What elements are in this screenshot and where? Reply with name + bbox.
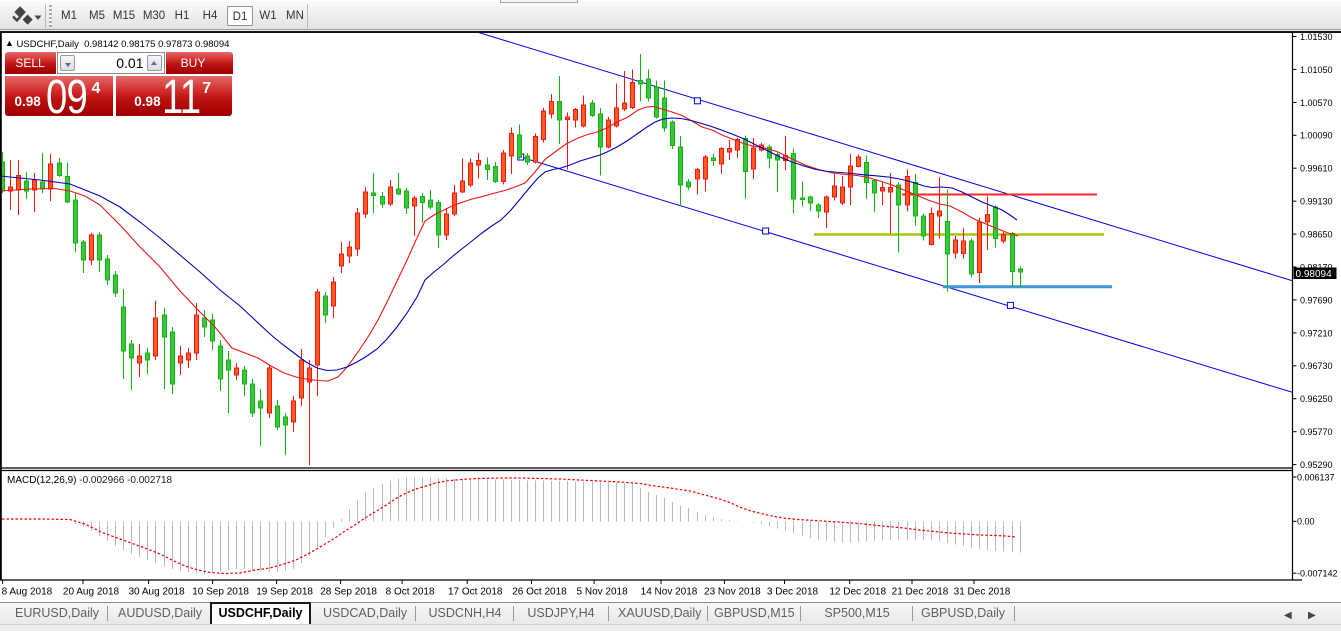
svg-text:0.99610: 0.99610 [1300, 164, 1333, 174]
svg-text:10 Sep 2018: 10 Sep 2018 [192, 587, 249, 598]
svg-text:5 Nov 2018: 5 Nov 2018 [577, 587, 629, 598]
svg-text:0.006137: 0.006137 [1297, 472, 1335, 482]
svg-text:14 Nov 2018: 14 Nov 2018 [641, 587, 698, 598]
svg-text:30 Aug 2018: 30 Aug 2018 [129, 587, 186, 598]
svg-text:1.01050: 1.01050 [1300, 65, 1333, 75]
svg-text:0.96250: 0.96250 [1300, 394, 1333, 404]
svg-text:28 Sep 2018: 28 Sep 2018 [320, 587, 377, 598]
svg-text:0.98650: 0.98650 [1300, 230, 1333, 240]
svg-text:0.99130: 0.99130 [1300, 197, 1333, 207]
svg-text:23 Nov 2018: 23 Nov 2018 [704, 587, 761, 598]
svg-text:26 Oct 2018: 26 Oct 2018 [512, 587, 567, 598]
svg-text:0.98170: 0.98170 [1300, 262, 1333, 272]
svg-text:21 Dec 2018: 21 Dec 2018 [892, 587, 949, 598]
svg-text:0.96730: 0.96730 [1300, 361, 1333, 371]
svg-text:31 Dec 2018: 31 Dec 2018 [954, 587, 1011, 598]
svg-text:-0.007142: -0.007142 [1297, 569, 1338, 579]
svg-text:8 Oct 2018: 8 Oct 2018 [386, 587, 435, 598]
svg-text:20 Aug 2018: 20 Aug 2018 [63, 587, 120, 598]
svg-text:1.00090: 1.00090 [1300, 131, 1333, 141]
svg-text:0.97210: 0.97210 [1300, 328, 1333, 338]
svg-text:0.95290: 0.95290 [1300, 460, 1333, 470]
svg-text:3 Dec 2018: 3 Dec 2018 [767, 587, 819, 598]
svg-text:12 Dec 2018: 12 Dec 2018 [829, 587, 886, 598]
svg-text:0.00: 0.00 [1297, 517, 1315, 527]
svg-text:0.98094: 0.98094 [1296, 269, 1333, 280]
svg-text:MACD(12,26,9) -0.002966 -0.002: MACD(12,26,9) -0.002966 -0.002718 [7, 475, 173, 486]
svg-text:19 Sep 2018: 19 Sep 2018 [256, 587, 313, 598]
svg-text:8 Aug 2018: 8 Aug 2018 [2, 587, 53, 598]
svg-text:0.95770: 0.95770 [1300, 427, 1333, 437]
svg-text:17 Oct 2018: 17 Oct 2018 [448, 587, 503, 598]
svg-text:1.01530: 1.01530 [1300, 33, 1333, 42]
svg-text:0.97690: 0.97690 [1300, 295, 1333, 305]
svg-text:1.00570: 1.00570 [1300, 98, 1333, 108]
